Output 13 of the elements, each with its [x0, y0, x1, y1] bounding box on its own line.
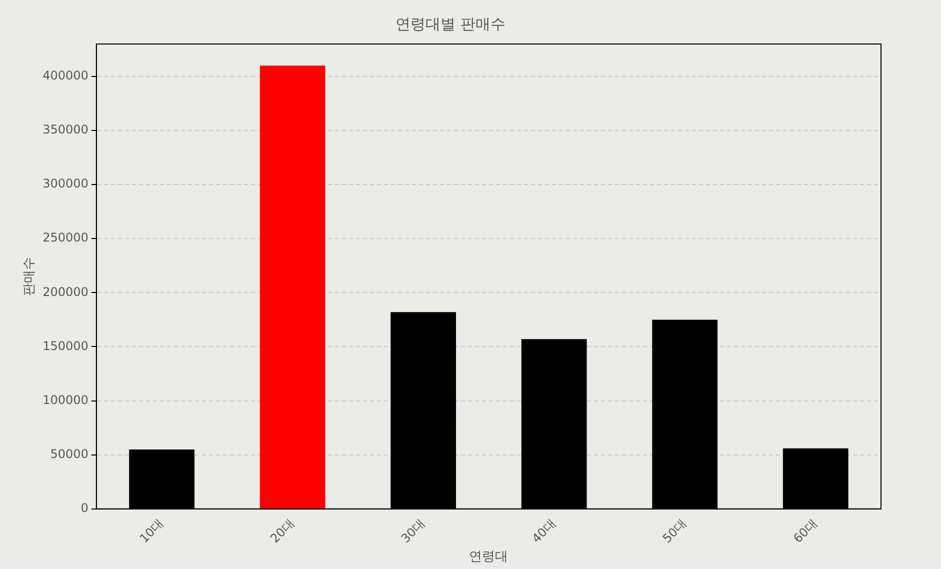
y-tick-label: 0 — [80, 501, 88, 516]
y-tick-label: 400000 — [42, 68, 88, 83]
y-tick-label: 100000 — [42, 392, 88, 407]
chart-title: 연령대별 판매수 — [396, 14, 506, 33]
bar — [260, 66, 326, 508]
x-axis-title: 연령대 — [469, 550, 508, 565]
y-tick-label: 250000 — [42, 230, 88, 245]
y-tick-label: 350000 — [42, 122, 88, 137]
y-tick-label: 150000 — [42, 338, 88, 353]
y-tick-label: 300000 — [42, 176, 88, 191]
y-tick-label: 50000 — [50, 447, 88, 461]
y-axis-title: 판매수 — [22, 256, 38, 296]
y-tick-label: 200000 — [42, 284, 88, 299]
